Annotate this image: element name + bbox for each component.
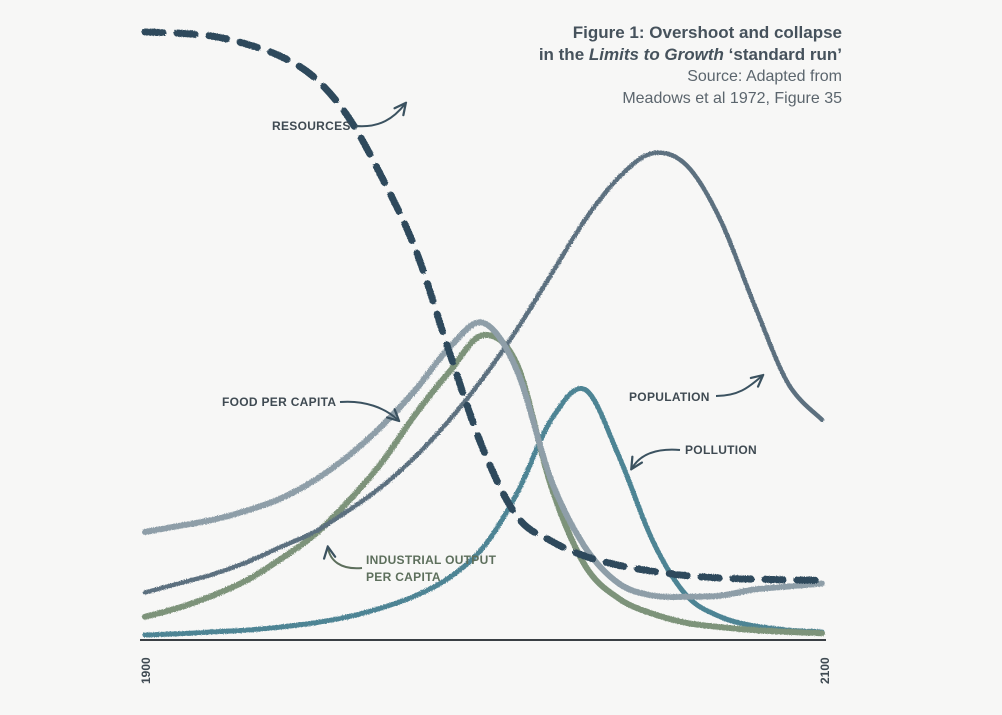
- x-tick-label-end: 2100: [818, 657, 832, 684]
- series-line-industrial-output-per-capita: [142, 331, 825, 637]
- series-line-population: [142, 150, 825, 595]
- figure-title-line1: Figure 1: Overshoot and collapse: [572, 23, 842, 42]
- arrow-pollution: [632, 448, 681, 468]
- label-pollution: POLLUTION: [685, 443, 757, 457]
- source-line2: Meadows et al 1972, Figure 35: [622, 90, 842, 107]
- label-resources: RESOURCES: [272, 119, 351, 133]
- figure-title-prefix: in the: [538, 45, 589, 64]
- series-layer: [141, 28, 826, 638]
- series-line-resources: [141, 28, 826, 584]
- label-industrial-output-line1: INDUSTRIAL OUTPUT: [366, 553, 497, 567]
- label-food-per-capita: FOOD PER CAPITA: [222, 395, 336, 409]
- arrow-resources: [355, 104, 405, 128]
- arrow-population: [715, 376, 762, 397]
- label-population: POPULATION: [629, 390, 710, 404]
- series-line-food-per-capita: [142, 319, 825, 601]
- figure-title-line2: in the Limits to Growth ‘standard run’: [539, 44, 842, 66]
- arrow-industrial-output: [328, 548, 363, 570]
- figure-title-suffix: ‘standard run’: [723, 45, 842, 64]
- arrow-food-per-capita: [339, 400, 398, 420]
- figure-title-italic: Limits to Growth: [588, 45, 724, 64]
- series-line-pollution: [142, 385, 825, 638]
- label-industrial-output-line2: PER CAPITA: [366, 570, 441, 584]
- figure-title-block: Figure 1: Overshoot and collapse in the …: [539, 22, 842, 110]
- x-tick-label-start: 1900: [139, 657, 153, 684]
- source-line1: Source: Adapted from: [687, 68, 842, 85]
